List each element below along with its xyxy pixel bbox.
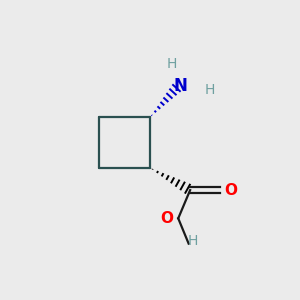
Text: H: H xyxy=(167,57,178,71)
Text: H: H xyxy=(188,234,198,248)
Text: O: O xyxy=(225,183,238,198)
Text: O: O xyxy=(160,211,173,226)
Text: N: N xyxy=(174,77,188,95)
Text: H: H xyxy=(204,83,214,97)
